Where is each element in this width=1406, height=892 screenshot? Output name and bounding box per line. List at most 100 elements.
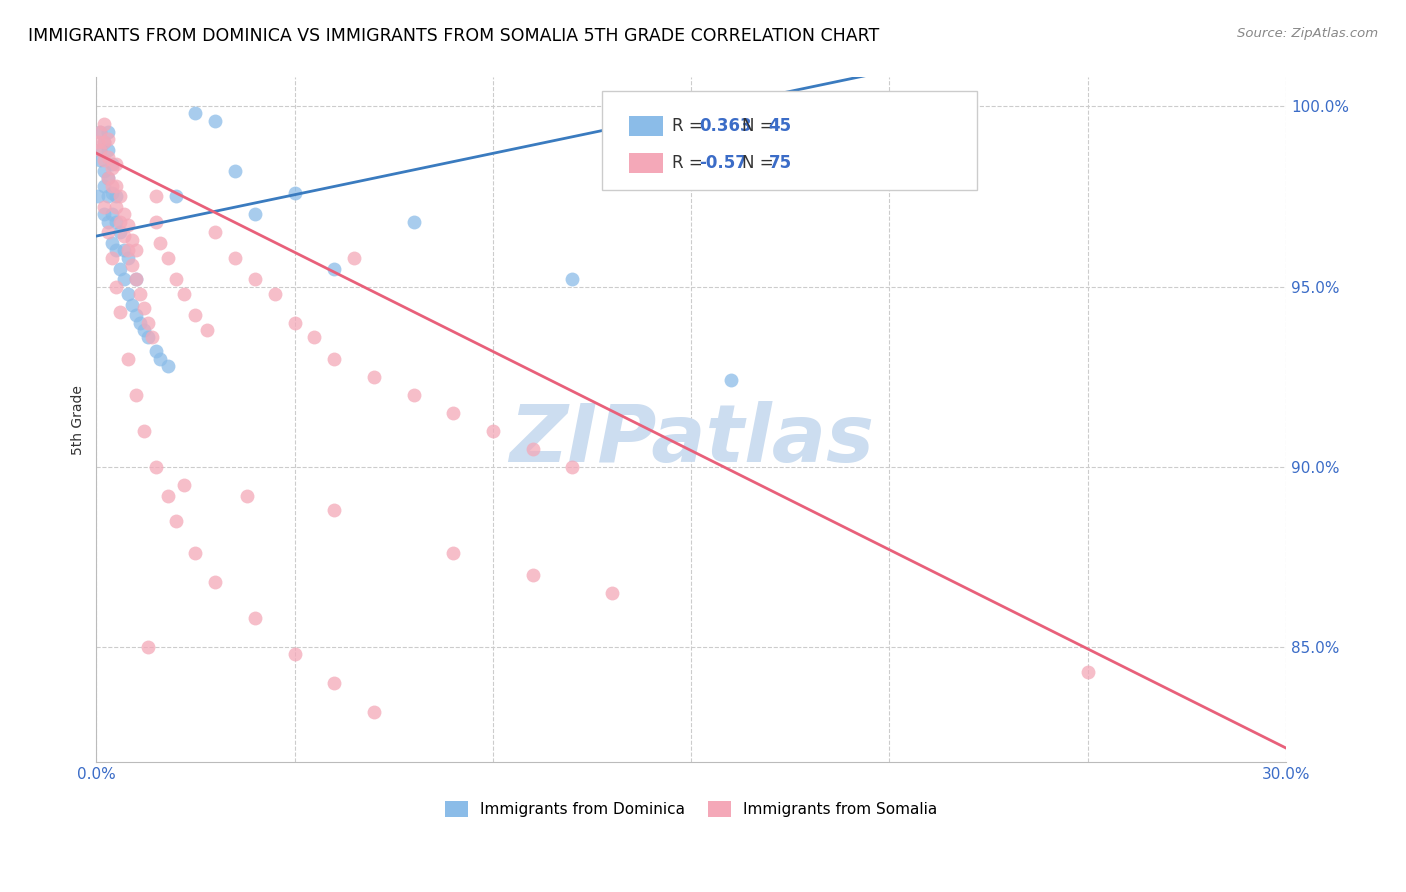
Point [156, 251, 179, 265]
Point [97, 124, 120, 138]
Point [117, 219, 139, 233]
Point [132, 323, 155, 337]
Point [105, 200, 128, 214]
Point [136, 330, 159, 344]
Point [93, 207, 115, 221]
Point [284, 316, 307, 330]
Point [105, 157, 128, 171]
Point [117, 351, 139, 366]
Point [87, 189, 110, 203]
Point [93, 164, 115, 178]
Point [105, 189, 128, 203]
Point [184, 106, 207, 120]
Point [204, 226, 226, 240]
Point [441, 546, 464, 560]
Point [101, 161, 124, 175]
Point [97, 189, 120, 203]
Point [136, 640, 159, 654]
Point [89, 124, 111, 138]
Point [108, 214, 131, 228]
Point [145, 214, 167, 228]
Point [93, 200, 115, 214]
Point [224, 164, 246, 178]
Point [101, 207, 124, 221]
Text: IMMIGRANTS FROM DOMINICA VS IMMIGRANTS FROM SOMALIA 5TH GRADE CORRELATION CHART: IMMIGRANTS FROM DOMINICA VS IMMIGRANTS F… [28, 27, 879, 45]
Point [89, 124, 111, 138]
Point [105, 279, 128, 293]
Point [156, 359, 179, 373]
Point [402, 214, 425, 228]
Point [145, 459, 167, 474]
Point [121, 297, 143, 311]
Point [117, 251, 139, 265]
Point [145, 344, 167, 359]
Point [121, 258, 143, 272]
Point [105, 244, 128, 258]
Point [561, 272, 583, 286]
Point [323, 676, 346, 690]
Point [101, 186, 124, 200]
Point [89, 143, 111, 157]
Point [108, 226, 131, 240]
Point [101, 236, 124, 251]
Point [363, 369, 385, 384]
Point [304, 330, 326, 344]
Legend: Immigrants from Dominica, Immigrants from Somalia: Immigrants from Dominica, Immigrants fro… [439, 795, 943, 823]
Point [284, 186, 307, 200]
Text: R =: R = [672, 154, 709, 172]
Point [117, 286, 139, 301]
Point [105, 214, 128, 228]
Point [204, 575, 226, 590]
Point [105, 178, 128, 193]
Point [145, 189, 167, 203]
Point [97, 226, 120, 240]
Point [132, 301, 155, 315]
Point [224, 251, 246, 265]
Point [112, 244, 135, 258]
Point [97, 143, 120, 157]
Point [1077, 665, 1099, 680]
Point [121, 233, 143, 247]
FancyBboxPatch shape [630, 116, 662, 136]
Point [93, 153, 115, 168]
Point [125, 272, 148, 286]
Point [89, 153, 111, 168]
Point [195, 323, 218, 337]
Text: 0.363: 0.363 [699, 117, 752, 135]
Point [125, 272, 148, 286]
Point [263, 286, 285, 301]
FancyBboxPatch shape [630, 153, 662, 173]
Point [97, 171, 120, 186]
Point [125, 309, 148, 323]
Point [243, 207, 266, 221]
Point [129, 286, 152, 301]
Point [363, 705, 385, 719]
Point [112, 207, 135, 221]
Point [522, 568, 544, 582]
Point [600, 586, 623, 600]
Point [323, 261, 346, 276]
Point [402, 387, 425, 401]
Text: N =: N = [742, 117, 779, 135]
Text: R =: R = [672, 117, 709, 135]
Point [141, 330, 163, 344]
Point [236, 489, 259, 503]
Point [112, 229, 135, 244]
Point [284, 647, 307, 661]
Point [165, 272, 187, 286]
Text: 75: 75 [769, 154, 792, 172]
Point [243, 272, 266, 286]
Point [93, 136, 115, 150]
Text: N =: N = [742, 154, 779, 172]
FancyBboxPatch shape [602, 91, 977, 191]
Point [156, 489, 179, 503]
Point [184, 309, 207, 323]
Text: ZIPatlas: ZIPatlas [509, 401, 873, 480]
Point [441, 406, 464, 420]
Point [522, 442, 544, 456]
Point [101, 157, 124, 171]
Point [101, 251, 124, 265]
Point [204, 113, 226, 128]
Point [125, 387, 148, 401]
Point [343, 251, 366, 265]
